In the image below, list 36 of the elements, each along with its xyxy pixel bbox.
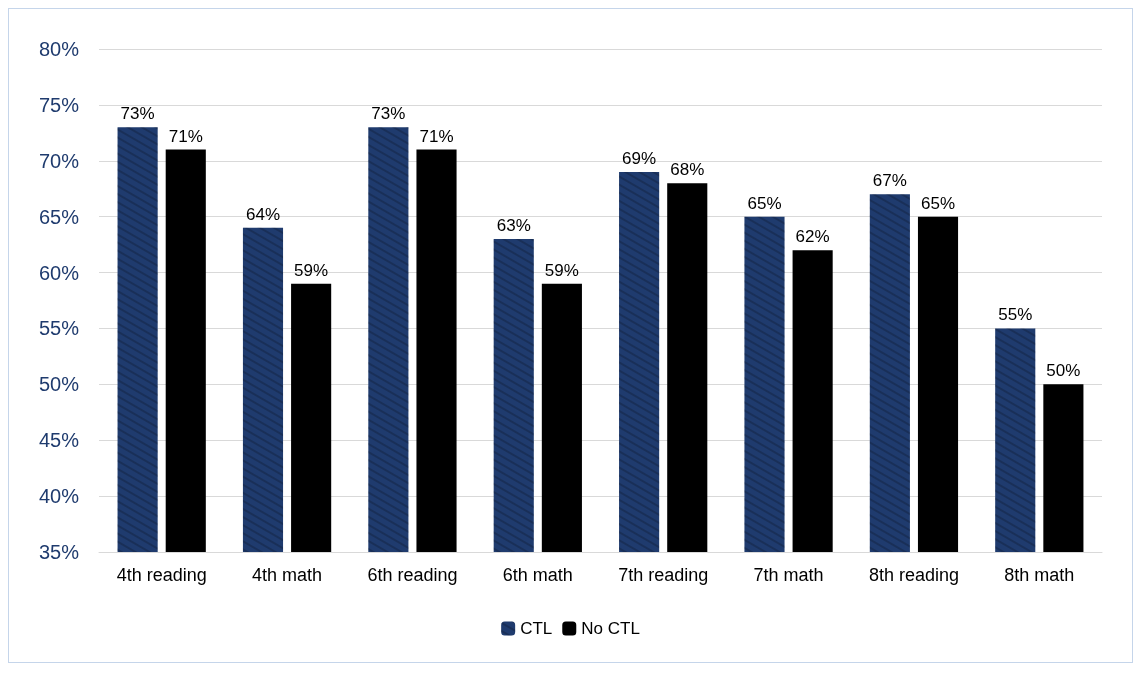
data-label: 69%	[622, 148, 657, 168]
data-label: 71%	[168, 126, 203, 146]
x-tick-label: 6th math	[502, 565, 573, 585]
x-tick-label: 4th math	[252, 565, 323, 585]
y-tick-label: 80%	[38, 38, 80, 60]
x-tick-label: 8th math	[1004, 565, 1075, 585]
data-label: 55%	[998, 305, 1033, 325]
y-tick-label: 75%	[38, 93, 80, 116]
y-tick-label: 45%	[38, 429, 80, 452]
data-label: 67%	[872, 171, 907, 191]
data-label: 59%	[294, 260, 329, 280]
x-tick-label: 7th math	[753, 565, 824, 585]
data-label: 50%	[1046, 361, 1081, 381]
y-tick-label: 40%	[38, 485, 80, 508]
data-label: 62%	[795, 227, 830, 247]
y-tick-label: 50%	[38, 373, 80, 396]
data-label: 63%	[496, 216, 531, 236]
y-tick-label: 55%	[38, 317, 80, 340]
data-label: 65%	[747, 193, 782, 213]
x-tick-label: 7th reading	[618, 565, 709, 585]
data-label: 73%	[371, 104, 406, 124]
y-tick-label: 35%	[38, 541, 80, 563]
data-label: 71%	[419, 126, 454, 146]
data-label: 59%	[544, 260, 579, 280]
legend-label: No CTL	[581, 619, 640, 638]
x-tick-label: 6th reading	[367, 565, 458, 585]
legend-label: CTL	[520, 619, 553, 638]
x-tick-label: 4th reading	[116, 565, 207, 585]
data-label: 65%	[920, 193, 956, 213]
x-tick-label: 8th reading	[868, 565, 959, 585]
y-tick-label: 70%	[38, 149, 80, 172]
data-label: 73%	[120, 104, 155, 124]
y-tick-label: 60%	[38, 261, 80, 284]
data-label: 68%	[670, 160, 705, 180]
data-label: 64%	[245, 204, 281, 224]
y-tick-label: 65%	[38, 205, 80, 228]
